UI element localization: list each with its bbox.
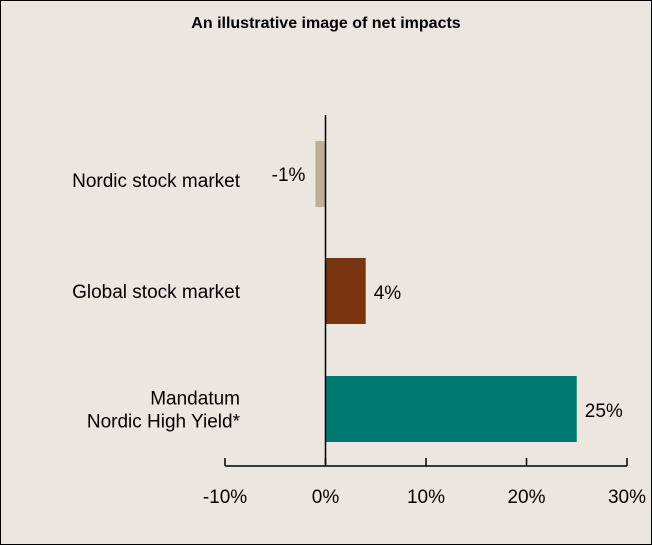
bar <box>315 141 326 207</box>
bar <box>325 258 366 324</box>
category-label: Nordic stock market <box>72 171 241 192</box>
x-tick-label: 0% <box>312 487 340 508</box>
category-label: Global stock market <box>72 282 241 303</box>
category-label: Mandatum Nordic High Yield* <box>87 389 241 433</box>
chart-title: An illustrative image of net impacts <box>191 15 461 32</box>
value-label: -1% <box>272 165 306 186</box>
x-tick-label: 20% <box>507 487 545 508</box>
value-label: 4% <box>374 283 402 304</box>
x-tick-label: 10% <box>407 487 445 508</box>
x-tick-label: -10% <box>203 487 247 508</box>
x-tick-label: 30% <box>608 487 646 508</box>
bar <box>325 376 577 442</box>
value-label: 25% <box>585 401 623 422</box>
